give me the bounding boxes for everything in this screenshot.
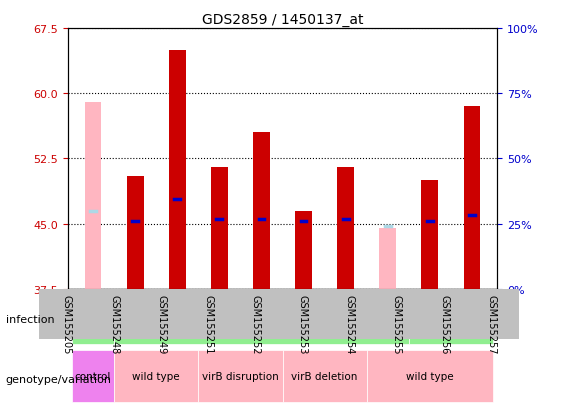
Text: infection: infection — [6, 314, 54, 324]
FancyBboxPatch shape — [72, 350, 114, 402]
Bar — [421, 181, 438, 289]
FancyBboxPatch shape — [198, 350, 282, 402]
Bar — [85, 103, 102, 289]
Bar — [253, 133, 270, 289]
Text: GSM155255: GSM155255 — [392, 294, 402, 354]
Bar — [295, 211, 312, 289]
Title: GDS2859 / 1450137_at: GDS2859 / 1450137_at — [202, 12, 363, 26]
Text: GSM155251: GSM155251 — [203, 294, 214, 354]
Bar — [169, 50, 186, 289]
Text: GSM155256: GSM155256 — [439, 294, 449, 354]
Bar — [337, 168, 354, 289]
FancyBboxPatch shape — [114, 292, 409, 344]
Text: GSM155205: GSM155205 — [62, 294, 72, 354]
Text: GSM155257: GSM155257 — [486, 294, 496, 354]
Bar — [211, 168, 228, 289]
FancyBboxPatch shape — [282, 350, 367, 402]
Text: GSM155252: GSM155252 — [250, 294, 260, 354]
Text: genotype/variation: genotype/variation — [6, 374, 112, 384]
Text: B. melitensis: B. melitensis — [417, 313, 485, 323]
Bar — [463, 107, 480, 289]
Bar — [127, 176, 144, 289]
Text: B. arbortus: B. arbortus — [232, 313, 290, 323]
FancyBboxPatch shape — [72, 292, 114, 344]
Text: virB deletion: virB deletion — [292, 371, 358, 381]
Text: GSM155254: GSM155254 — [345, 294, 355, 354]
Text: wild type: wild type — [406, 371, 454, 381]
Text: control: control — [75, 371, 111, 381]
Bar — [379, 228, 396, 289]
Text: GSM155249: GSM155249 — [156, 294, 166, 354]
Text: virB disruption: virB disruption — [202, 371, 279, 381]
FancyBboxPatch shape — [409, 292, 493, 344]
Text: uninfected: uninfected — [65, 313, 121, 323]
Text: wild type: wild type — [132, 371, 180, 381]
Text: GSM155253: GSM155253 — [298, 294, 307, 354]
Text: GSM155248: GSM155248 — [109, 294, 119, 354]
FancyBboxPatch shape — [114, 350, 198, 402]
FancyBboxPatch shape — [367, 350, 493, 402]
